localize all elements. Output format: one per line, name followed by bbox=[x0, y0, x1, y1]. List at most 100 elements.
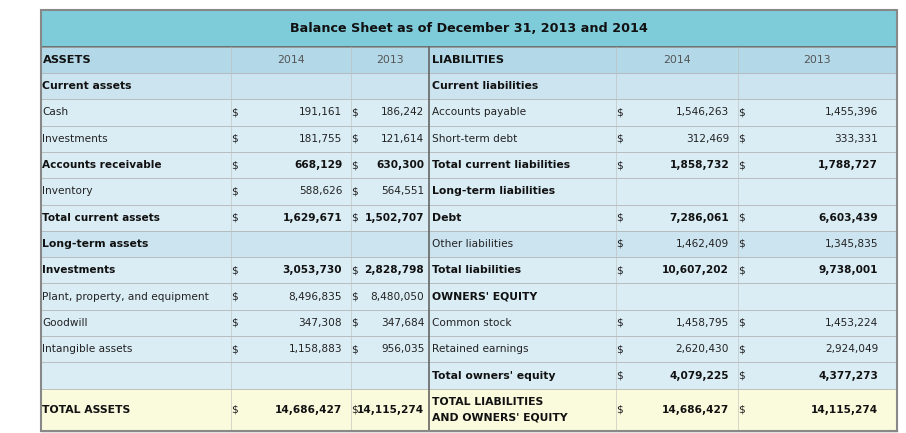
Text: 630,300: 630,300 bbox=[376, 160, 424, 170]
Text: 2,924,049: 2,924,049 bbox=[824, 344, 878, 354]
Text: 1,453,224: 1,453,224 bbox=[824, 318, 878, 328]
Text: $: $ bbox=[351, 344, 358, 354]
Text: OWNERS' EQUITY: OWNERS' EQUITY bbox=[432, 291, 537, 302]
Bar bbox=[41, 47, 897, 73]
Text: $: $ bbox=[351, 291, 358, 302]
Text: 2,828,798: 2,828,798 bbox=[364, 265, 424, 275]
Text: 2014: 2014 bbox=[663, 55, 690, 65]
Text: Cash: Cash bbox=[43, 107, 69, 117]
Text: 8,496,835: 8,496,835 bbox=[289, 291, 342, 302]
Text: 347,684: 347,684 bbox=[381, 318, 424, 328]
Text: 10,607,202: 10,607,202 bbox=[662, 265, 729, 275]
Text: Accounts payable: Accounts payable bbox=[432, 107, 526, 117]
Text: $: $ bbox=[616, 405, 623, 415]
Text: Plant, property, and equipment: Plant, property, and equipment bbox=[43, 291, 209, 302]
Text: 1,458,795: 1,458,795 bbox=[676, 318, 729, 328]
Text: $: $ bbox=[737, 318, 745, 328]
Text: $: $ bbox=[351, 265, 358, 275]
Text: 1,345,835: 1,345,835 bbox=[824, 239, 878, 249]
Text: Accounts receivable: Accounts receivable bbox=[43, 160, 162, 170]
Text: $: $ bbox=[737, 405, 745, 415]
Text: ASSETS: ASSETS bbox=[43, 55, 92, 65]
Text: TOTAL ASSETS: TOTAL ASSETS bbox=[43, 405, 130, 415]
Bar bbox=[41, 389, 897, 431]
Text: $: $ bbox=[616, 318, 623, 328]
Text: 14,115,274: 14,115,274 bbox=[811, 405, 878, 415]
Text: Intangible assets: Intangible assets bbox=[43, 344, 133, 354]
Text: TOTAL LIABILITIES: TOTAL LIABILITIES bbox=[432, 397, 544, 407]
Text: 333,331: 333,331 bbox=[834, 134, 878, 144]
Text: 1,546,263: 1,546,263 bbox=[676, 107, 729, 117]
Bar bbox=[41, 257, 897, 284]
Text: Total owners' equity: Total owners' equity bbox=[432, 371, 555, 381]
Text: 1,858,732: 1,858,732 bbox=[670, 160, 729, 170]
Text: 1,455,396: 1,455,396 bbox=[824, 107, 878, 117]
Text: Short-term debt: Short-term debt bbox=[432, 134, 517, 144]
Text: AND OWNERS' EQUITY: AND OWNERS' EQUITY bbox=[432, 412, 568, 422]
Text: 6,603,439: 6,603,439 bbox=[818, 213, 878, 223]
Bar bbox=[41, 152, 897, 178]
Text: $: $ bbox=[737, 265, 745, 275]
Text: $: $ bbox=[351, 107, 358, 117]
Text: $: $ bbox=[231, 344, 237, 354]
Text: 668,129: 668,129 bbox=[294, 160, 342, 170]
Text: $: $ bbox=[231, 213, 237, 223]
Text: $: $ bbox=[737, 134, 745, 144]
Bar bbox=[41, 231, 897, 257]
Text: 1,462,409: 1,462,409 bbox=[676, 239, 729, 249]
Bar bbox=[41, 99, 897, 126]
Text: 2014: 2014 bbox=[277, 55, 304, 65]
Text: 121,614: 121,614 bbox=[381, 134, 424, 144]
Text: $: $ bbox=[351, 134, 358, 144]
Text: 588,626: 588,626 bbox=[299, 186, 342, 196]
Text: $: $ bbox=[231, 291, 237, 302]
Text: $: $ bbox=[231, 318, 237, 328]
Text: $: $ bbox=[737, 213, 745, 223]
Bar bbox=[41, 178, 897, 204]
Text: $: $ bbox=[231, 134, 237, 144]
Text: $: $ bbox=[616, 134, 623, 144]
Text: 1,158,883: 1,158,883 bbox=[288, 344, 342, 354]
Text: Total liabilities: Total liabilities bbox=[432, 265, 521, 275]
Text: 14,115,274: 14,115,274 bbox=[357, 405, 424, 415]
Text: $: $ bbox=[231, 265, 237, 275]
Text: $: $ bbox=[616, 213, 623, 223]
Text: 14,686,427: 14,686,427 bbox=[662, 405, 729, 415]
Text: Total current liabilities: Total current liabilities bbox=[432, 160, 570, 170]
Text: 4,377,273: 4,377,273 bbox=[818, 371, 878, 381]
Text: Inventory: Inventory bbox=[43, 186, 93, 196]
Bar bbox=[41, 10, 897, 47]
Bar bbox=[41, 284, 897, 310]
Bar bbox=[41, 310, 897, 336]
Text: $: $ bbox=[616, 160, 623, 170]
Text: $: $ bbox=[737, 160, 745, 170]
Text: 1,788,727: 1,788,727 bbox=[818, 160, 878, 170]
Text: $: $ bbox=[616, 239, 623, 249]
Text: 14,686,427: 14,686,427 bbox=[275, 405, 342, 415]
Text: Investments: Investments bbox=[43, 265, 116, 275]
Text: Long-term assets: Long-term assets bbox=[43, 239, 149, 249]
Text: $: $ bbox=[616, 107, 623, 117]
Text: Common stock: Common stock bbox=[432, 318, 512, 328]
Text: 4,079,225: 4,079,225 bbox=[670, 371, 729, 381]
Bar bbox=[41, 336, 897, 362]
Bar bbox=[41, 73, 897, 99]
Text: 2013: 2013 bbox=[376, 55, 404, 65]
Text: $: $ bbox=[616, 344, 623, 354]
Text: Balance Sheet as of December 31, 2013 and 2014: Balance Sheet as of December 31, 2013 an… bbox=[290, 22, 648, 35]
Text: 186,242: 186,242 bbox=[381, 107, 424, 117]
Text: 181,755: 181,755 bbox=[299, 134, 342, 144]
Text: $: $ bbox=[231, 405, 237, 415]
Text: $: $ bbox=[737, 344, 745, 354]
Text: 3,053,730: 3,053,730 bbox=[283, 265, 342, 275]
Text: Other liabilities: Other liabilities bbox=[432, 239, 513, 249]
Text: 956,035: 956,035 bbox=[381, 344, 424, 354]
Text: 9,738,001: 9,738,001 bbox=[819, 265, 878, 275]
Text: LIABILITIES: LIABILITIES bbox=[432, 55, 504, 65]
Text: 1,502,707: 1,502,707 bbox=[365, 213, 424, 223]
Text: $: $ bbox=[737, 239, 745, 249]
Text: Retained earnings: Retained earnings bbox=[432, 344, 528, 354]
Text: 564,551: 564,551 bbox=[381, 186, 424, 196]
Text: 191,161: 191,161 bbox=[299, 107, 342, 117]
Text: $: $ bbox=[737, 107, 745, 117]
